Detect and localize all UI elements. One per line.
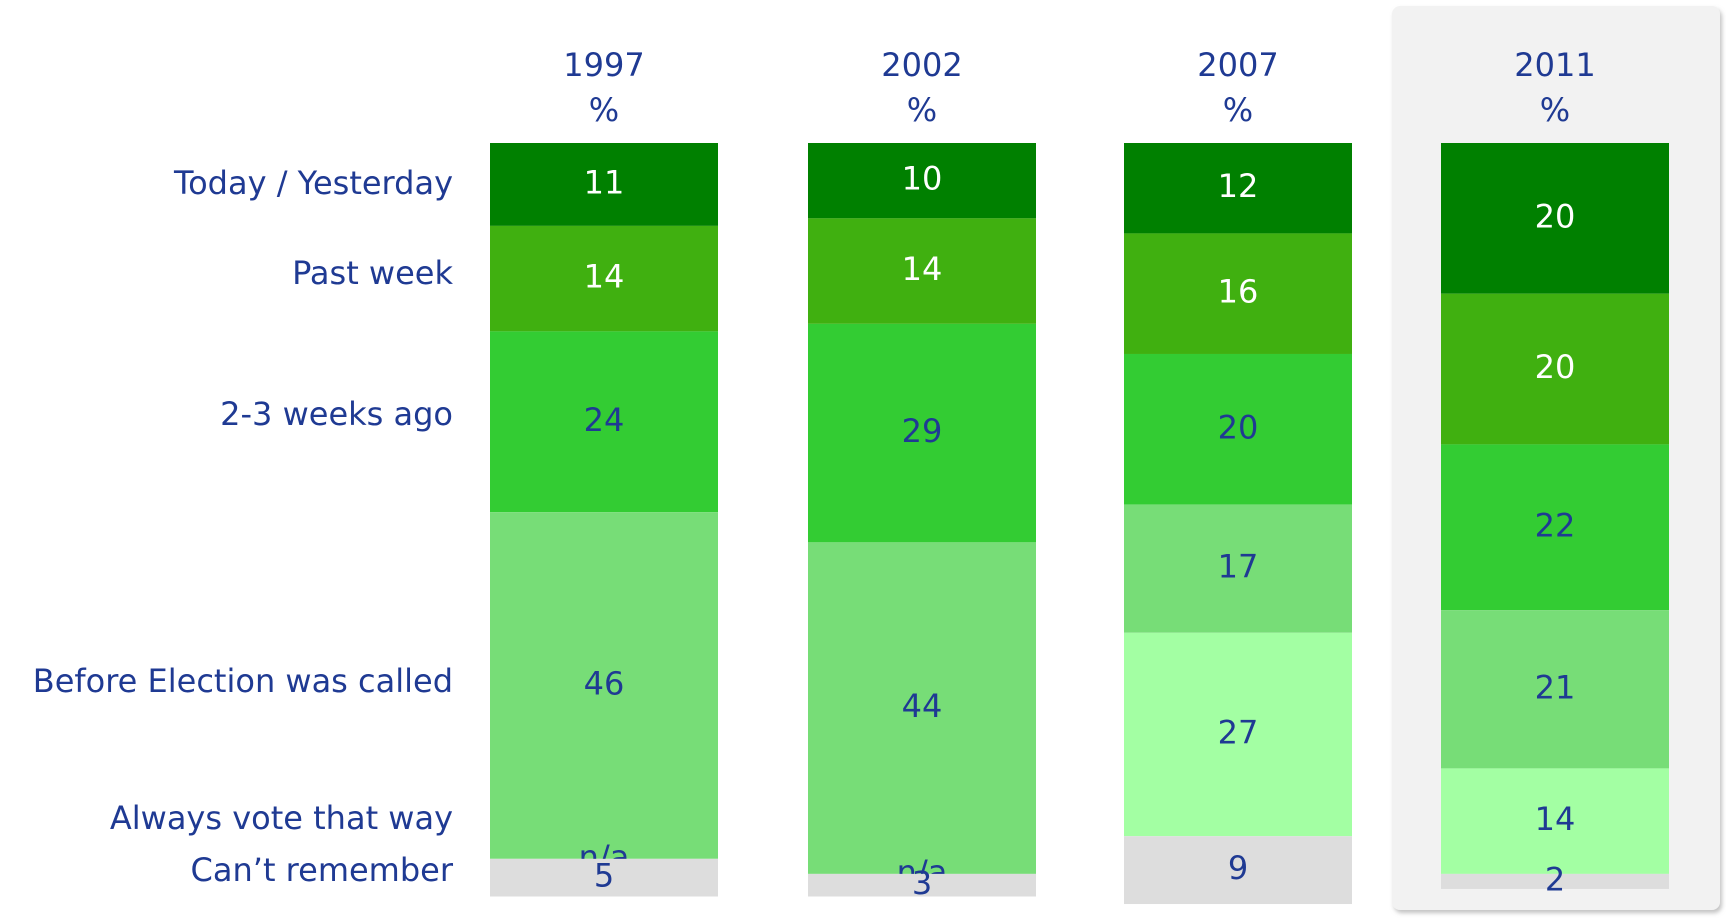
value-label: 11 — [584, 163, 625, 201]
bar-segment — [808, 542, 1036, 874]
value-label: 14 — [584, 258, 625, 296]
value-label: 21 — [1535, 668, 1576, 706]
value-label: 22 — [1535, 506, 1576, 544]
value-label: 20 — [1535, 348, 1576, 386]
value-label: 29 — [902, 412, 943, 450]
bar-segment — [490, 858, 718, 897]
column-unit: % — [1540, 91, 1570, 129]
column-unit: % — [907, 91, 937, 129]
value-label: 24 — [584, 401, 625, 439]
column-unit: % — [589, 91, 619, 129]
bar-segment — [808, 218, 1036, 324]
bar-segment — [808, 323, 1036, 543]
row-label: Past week — [292, 254, 453, 292]
value-label: 9 — [1228, 849, 1248, 887]
value-label: 27 — [1218, 713, 1259, 751]
row-label: Always vote that way — [110, 799, 453, 837]
bar-segment — [490, 512, 718, 859]
bar-segment — [1441, 143, 1669, 294]
bar-segment — [490, 143, 718, 226]
value-label: 44 — [902, 687, 943, 725]
bar-segment — [1441, 768, 1669, 874]
bar-segment — [808, 873, 1036, 897]
column-year: 2002 — [881, 46, 962, 84]
value-label: 14 — [1535, 800, 1576, 838]
bar-segment — [1124, 143, 1352, 234]
row-label: 2-3 weeks ago — [220, 395, 453, 433]
value-label: 5 — [594, 857, 614, 895]
bar-segment — [1441, 610, 1669, 769]
bar-segment — [808, 143, 1036, 219]
value-label: 20 — [1218, 408, 1259, 446]
value-label: 16 — [1218, 273, 1259, 311]
value-label: 3 — [912, 864, 932, 902]
column-year: 2007 — [1197, 46, 1278, 84]
row-label: Today / Yesterday — [173, 164, 453, 202]
bar-segment — [490, 225, 718, 332]
value-label: 20 — [1535, 197, 1576, 235]
column-year: 1997 — [563, 46, 644, 84]
bar-segment — [1124, 504, 1352, 633]
bar-segment — [490, 331, 718, 513]
bar-segment — [1441, 444, 1669, 611]
value-label: 14 — [902, 250, 943, 288]
bar-segment — [1124, 836, 1352, 905]
bar-segment — [1124, 233, 1352, 354]
bar-segment — [1441, 293, 1669, 445]
value-label: 2 — [1545, 860, 1565, 898]
bar-segment — [1124, 632, 1352, 837]
row-label: Before Election was called — [33, 662, 453, 700]
value-label: 10 — [902, 160, 943, 198]
row-label: Can’t remember — [191, 851, 454, 889]
value-label: 46 — [584, 665, 625, 703]
value-label: 12 — [1218, 167, 1259, 205]
bar-segment — [1124, 353, 1352, 505]
column-year: 2011 — [1514, 46, 1595, 84]
bar-segment — [1441, 873, 1669, 889]
column-unit: % — [1223, 91, 1253, 129]
value-label: 17 — [1218, 548, 1259, 586]
